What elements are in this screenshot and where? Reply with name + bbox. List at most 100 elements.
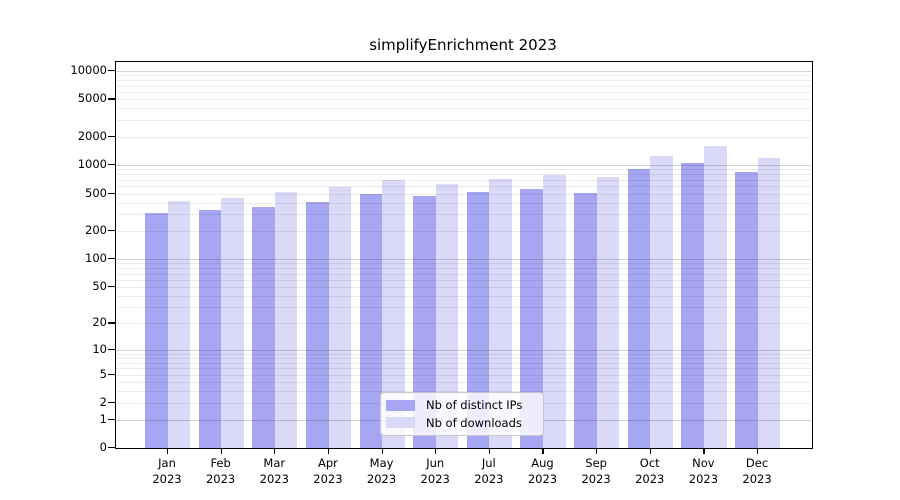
- y-tick-label: 1000: [77, 157, 107, 172]
- bar-downloads-mar: [274, 191, 298, 448]
- legend-label-downloads: Nb of downloads: [426, 415, 522, 430]
- legend-row-downloads: Nb of downloads: [386, 416, 537, 430]
- bar-ips-mar: [252, 206, 275, 448]
- legend-row-distinct-ips: Nb of distinct IPs: [386, 398, 537, 412]
- bar-ips-jan: [145, 213, 168, 448]
- bar-ips-sep: [574, 192, 597, 448]
- x-axis-tick: [435, 448, 437, 454]
- plot-area: [115, 60, 813, 449]
- bar-ips-dec: [735, 171, 758, 448]
- y-axis-tick: [108, 373, 115, 375]
- y-tick-label: 500: [85, 185, 107, 200]
- gridline-minor: [116, 179, 812, 181]
- x-tick-label-nov: Nov 2023: [688, 456, 719, 486]
- bar-ips-feb: [198, 210, 222, 448]
- x-tick-label-jun: Jun 2023: [420, 456, 450, 486]
- bar-downloads-jan: [167, 200, 191, 448]
- gridline-minor: [116, 202, 812, 204]
- gridline-major: [116, 259, 812, 261]
- x-axis-tick: [703, 448, 705, 454]
- bar-downloads-dec: [757, 157, 781, 448]
- x-axis-tick: [167, 448, 169, 454]
- gridline-minor: [116, 85, 812, 87]
- gridline-minor: [116, 193, 812, 195]
- gridline-minor: [116, 295, 812, 297]
- y-tick-label: 1: [99, 411, 107, 426]
- gridline-minor: [116, 374, 812, 376]
- bar-downloads-sep: [596, 177, 620, 448]
- gridline-minor: [116, 368, 812, 370]
- x-tick-label-dec: Dec 2023: [742, 456, 772, 486]
- gridline-minor: [116, 273, 812, 275]
- bar-ips-oct: [627, 169, 651, 448]
- x-axis-tick: [649, 448, 651, 454]
- gridline-minor: [116, 287, 812, 289]
- y-tick-label: 5: [99, 366, 107, 381]
- legend: Nb of distinct IPs Nb of downloads: [380, 392, 544, 436]
- gridline-minor: [116, 214, 812, 216]
- x-axis-tick: [542, 448, 544, 454]
- grid-layer: [116, 62, 812, 449]
- bar-downloads-feb: [221, 197, 244, 448]
- y-axis-tick: [108, 164, 115, 166]
- gridline-minor: [116, 307, 812, 309]
- y-axis-tick: [108, 98, 115, 100]
- x-axis-tick: [327, 448, 330, 454]
- x-tick-label-mar: Mar 2023: [259, 456, 289, 486]
- gridline-minor: [116, 279, 812, 281]
- gridline-minor: [116, 268, 812, 270]
- y-tick-label: 200: [85, 222, 107, 237]
- x-axis-tick: [381, 448, 383, 454]
- bar-ips-may: [359, 194, 383, 448]
- bar-ips-apr: [305, 201, 329, 448]
- x-axis-tick: [220, 448, 222, 454]
- x-tick-label-feb: Feb 2023: [205, 456, 236, 486]
- legend-swatch-distinct-ips-icon: [386, 399, 415, 412]
- y-tick-label: 2000: [77, 128, 107, 143]
- bar-downloads-aug: [543, 175, 566, 448]
- gridline-major: [116, 70, 812, 72]
- y-axis-tick: [108, 229, 115, 232]
- gridline-major: [116, 165, 812, 167]
- y-axis-tick: [108, 286, 115, 288]
- bar-ips-jun: [413, 196, 436, 448]
- bars-layer: [116, 62, 812, 449]
- bar-downloads-may: [382, 180, 405, 448]
- x-axis-tick: [488, 448, 491, 454]
- gridline-minor: [116, 174, 812, 176]
- bar-downloads-oct: [650, 156, 673, 448]
- y-axis-tick: [108, 418, 115, 420]
- y-axis-tick: [108, 447, 115, 449]
- y-axis-tick: [108, 135, 115, 137]
- y-axis-tick: [108, 258, 115, 260]
- x-axis-tick: [274, 448, 276, 454]
- y-tick-label: 2: [99, 395, 107, 410]
- gridline-minor: [116, 263, 812, 265]
- gridline-minor: [116, 91, 812, 93]
- y-tick-label: 50: [92, 279, 107, 294]
- gridline-minor: [116, 358, 812, 360]
- legend-swatch-downloads-icon: [386, 416, 415, 429]
- gridline-minor: [116, 382, 812, 384]
- y-tick-label: 0: [99, 440, 107, 454]
- y-tick-label: 100: [85, 251, 107, 266]
- gridline-minor: [116, 80, 812, 82]
- gridline-minor: [116, 323, 812, 325]
- y-axis-tick: [108, 402, 115, 404]
- bar-ips-aug: [520, 188, 544, 448]
- x-tick-label-oct: Oct 2023: [635, 456, 665, 486]
- chart-title: simplifyEnrichment 2023: [369, 36, 557, 54]
- bar-downloads-jul: [489, 179, 513, 448]
- bar-downloads-jun: [435, 184, 459, 448]
- x-tick-label-apr: Apr 2023: [313, 456, 343, 486]
- y-tick-label: 10: [92, 341, 107, 356]
- gridline-minor: [116, 362, 812, 364]
- gridline-minor: [116, 353, 812, 355]
- bar-downloads-apr: [328, 186, 352, 448]
- x-axis-tick: [757, 448, 759, 454]
- gridline-minor: [116, 230, 812, 232]
- bar-ips-jul: [466, 191, 490, 448]
- gridline-minor: [116, 136, 812, 138]
